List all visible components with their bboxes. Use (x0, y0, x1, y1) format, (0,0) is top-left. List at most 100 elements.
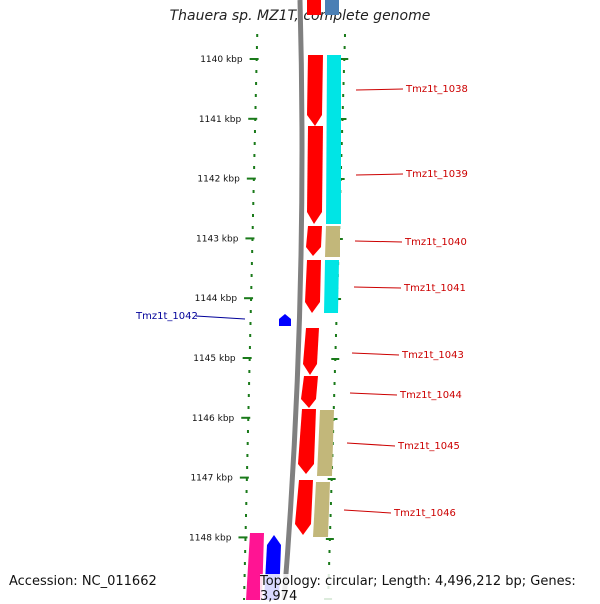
tick-dot (255, 70, 258, 73)
left-tick-track (243, 34, 259, 600)
gene-label[interactable]: Tmz1t_1045 (397, 441, 460, 452)
ruler-tick (238, 536, 248, 539)
gene-label[interactable]: Tmz1t_1039 (405, 169, 468, 180)
tick-dot (333, 394, 336, 397)
ruler-label: 1148 kbp (189, 533, 232, 543)
ruler-label: 1144 kbp (195, 294, 238, 304)
tick-dot (334, 346, 337, 349)
tick-dot (245, 502, 248, 505)
tick-major (325, 538, 334, 540)
tick-dot (248, 346, 251, 349)
tick-dot (245, 514, 248, 517)
tick-dot (255, 46, 258, 49)
tick-dot (341, 106, 344, 109)
cds-track (295, 55, 323, 535)
tick-dot (253, 142, 256, 145)
cds-arrow-1043 (303, 328, 319, 375)
tick-dot (250, 286, 253, 289)
tick-dot (243, 562, 246, 565)
tick-dot (246, 442, 249, 445)
ruler-label: 1141 kbp (199, 115, 242, 125)
feature-track (313, 55, 341, 537)
gene-label[interactable]: Tmz1t_1044 (399, 390, 462, 401)
tick-dot (246, 430, 249, 433)
tick-dot (252, 190, 255, 193)
tick-dot (329, 526, 332, 529)
tick-dot (249, 310, 252, 313)
tick-dot (244, 550, 247, 553)
accession-text: Accession: NC_011662 (9, 574, 157, 589)
top-feature-red (307, 0, 321, 15)
tick-dot (256, 34, 259, 37)
tick-dot (342, 94, 345, 97)
tick-dot (245, 478, 248, 481)
ruler-tick (241, 416, 251, 419)
tick-dot (243, 598, 246, 600)
topology-text: Topology: circular; Length: 4,496,212 bp… (260, 574, 600, 604)
tick-major (340, 58, 349, 60)
gene-labels: Tmz1t_1038 Tmz1t_1039 Tmz1t_1040 Tmz1t_1… (135, 84, 468, 519)
tick-dot (246, 466, 249, 469)
tick-dot (252, 202, 255, 205)
gene-label[interactable]: Tmz1t_1042 (135, 311, 198, 322)
cds-arrow-1045 (298, 409, 316, 474)
ruler-tick (246, 177, 256, 180)
kbp-ruler: 1140 kbp 1141 kbp 1142 kbp 1143 kbp 1144 kbp… (189, 55, 259, 543)
ruler-tick (242, 357, 252, 359)
feature-cyan-1 (326, 55, 341, 224)
leader-lines (195, 88, 404, 514)
gene-label[interactable]: Tmz1t_1046 (393, 508, 456, 519)
tick-dot (341, 130, 344, 133)
tick-dot (247, 418, 250, 421)
tick-dot (249, 322, 252, 325)
ruler-tick (248, 117, 258, 120)
tick-dot (253, 166, 256, 169)
tick-dot (248, 382, 251, 385)
tick-dot (343, 34, 346, 37)
tick-dot (249, 334, 252, 337)
tick-dot (244, 538, 247, 541)
gene-label[interactable]: Tmz1t_1038 (405, 84, 468, 95)
tick-dot (342, 82, 345, 85)
ruler-label: 1146 kbp (192, 414, 235, 424)
tick-dot (342, 70, 345, 73)
tick-dot (329, 514, 332, 517)
gene-label[interactable]: Tmz1t_1041 (403, 283, 466, 294)
tick-major (331, 358, 340, 360)
ruler-label: 1142 kbp (197, 175, 240, 185)
tick-dot (253, 130, 256, 133)
tick-dot (328, 550, 331, 553)
tick-dot (248, 370, 251, 373)
top-feature-blue (325, 0, 339, 15)
cds-arrow-1041 (305, 260, 321, 313)
genome-backbone (281, 0, 305, 600)
tick-dot (250, 262, 253, 265)
tick-dot (251, 226, 254, 229)
tick-dot (330, 490, 333, 493)
ruler-label: 1145 kbp (193, 354, 236, 364)
tick-dot (247, 406, 250, 409)
ruler-tick (245, 237, 255, 240)
tick-dot (248, 358, 251, 361)
gene-label[interactable]: Tmz1t_1043 (401, 350, 464, 361)
cds-arrow-1044 (301, 376, 318, 408)
tick-dot (340, 142, 343, 145)
tick-major (338, 118, 347, 120)
tick-dot (254, 106, 257, 109)
tick-dot (340, 154, 343, 157)
tick-dot (340, 166, 343, 169)
feature-khaki-3 (313, 482, 330, 537)
cds-arrow-1039 (307, 126, 323, 224)
ruler-tick (244, 297, 254, 300)
ruler-label: 1147 kbp (190, 474, 233, 484)
tick-dot (244, 526, 247, 529)
tick-major (327, 478, 336, 480)
cds-arrow-1046 (295, 480, 313, 535)
tick-dot (247, 394, 250, 397)
ruler-label: 1143 kbp (196, 234, 239, 244)
tick-dot (251, 250, 254, 253)
gene-label[interactable]: Tmz1t_1040 (404, 237, 467, 248)
tick-dot (255, 82, 258, 85)
cds-arrow-1038 (307, 55, 323, 126)
